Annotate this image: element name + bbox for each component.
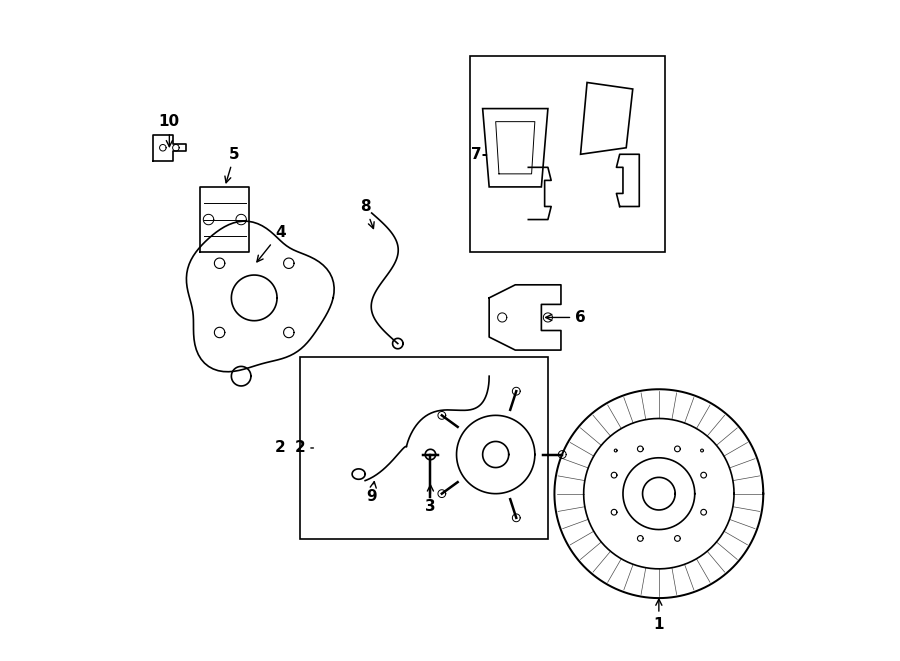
Text: 8: 8: [360, 199, 374, 229]
Text: 1: 1: [653, 599, 664, 632]
Text: 7-: 7-: [471, 147, 488, 162]
Text: 5: 5: [225, 147, 240, 182]
Text: 2: 2: [294, 440, 313, 455]
Text: 2: 2: [274, 440, 285, 455]
Text: 10: 10: [158, 114, 180, 147]
Text: 9: 9: [366, 482, 377, 504]
Polygon shape: [580, 83, 633, 154]
Polygon shape: [482, 108, 548, 187]
Text: 4: 4: [256, 225, 285, 262]
Text: 3: 3: [425, 485, 436, 514]
Text: 6: 6: [545, 310, 586, 325]
